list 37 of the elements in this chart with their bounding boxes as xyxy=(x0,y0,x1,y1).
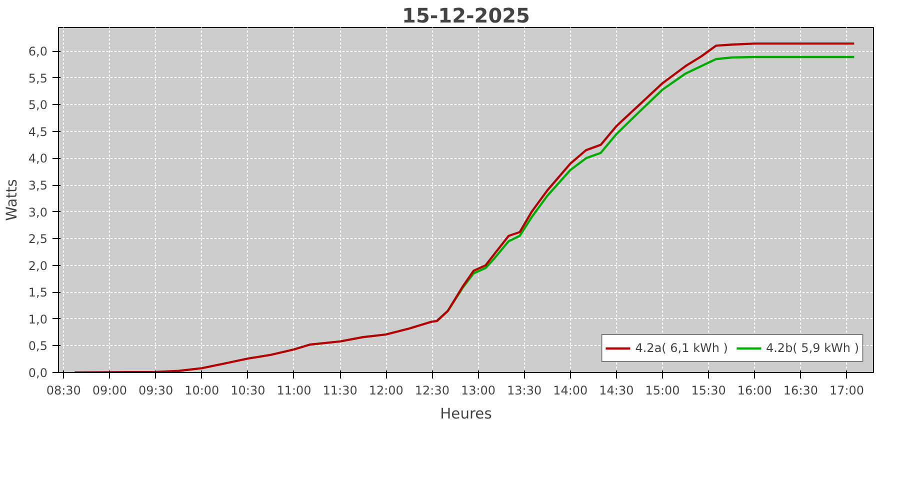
x-tick-label: 11:30 xyxy=(322,384,358,398)
y-tick-label: 4,0 xyxy=(28,152,48,166)
legend-label: 4.2a( 6,1 kWh ) xyxy=(635,341,728,355)
y-tick-label: 1,0 xyxy=(28,312,48,326)
y-tick-label: 1,5 xyxy=(28,286,48,300)
x-tick-label: 16:30 xyxy=(783,384,818,398)
line-series xyxy=(74,42,856,372)
y-tick-label: 2,0 xyxy=(28,258,48,273)
y-tick-label: 5,5 xyxy=(28,71,48,86)
x-tick-label: 10:30 xyxy=(230,384,266,398)
x-tick-label: 12:00 xyxy=(368,384,404,398)
x-tick-label: 16:00 xyxy=(737,384,772,398)
y-tick-label: 6,0 xyxy=(28,44,48,59)
x-tick-label: 12:30 xyxy=(414,384,450,398)
y-tick-label: 2,5 xyxy=(28,232,48,246)
legend-label: 4.2b( 5,9 kWh ) xyxy=(766,341,859,355)
x-tick-label: 10:00 xyxy=(184,384,220,398)
x-tick-label: 17:00 xyxy=(829,384,864,398)
x-tick-label: 09:00 xyxy=(92,384,128,398)
x-tick-label: 11:00 xyxy=(276,384,312,398)
x-axis-title: Heures xyxy=(440,406,492,422)
chart-title: 15-12-2025 xyxy=(402,4,530,28)
x-tick-label: 15:30 xyxy=(691,384,726,398)
y-tick-label: 0,0 xyxy=(28,366,48,380)
x-tick-label: 14:30 xyxy=(599,384,634,398)
y-tick-label: 3,0 xyxy=(28,205,48,220)
x-tick-label: 13:00 xyxy=(460,384,496,398)
y-tick-label: 4,5 xyxy=(28,124,48,139)
y-tick-label: 3,5 xyxy=(28,178,48,192)
y-tick-label: 5,0 xyxy=(28,98,48,112)
x-tick-label: 08:30 xyxy=(46,384,81,398)
y-axis-title: Watts xyxy=(3,179,20,221)
x-tick-label: 14:00 xyxy=(553,384,588,398)
y-tick-label: 0,5 xyxy=(28,339,48,354)
x-tick-label: 15:00 xyxy=(645,384,680,398)
x-tick-label: 13:30 xyxy=(507,384,542,398)
x-tick-label: 09:30 xyxy=(138,384,174,398)
